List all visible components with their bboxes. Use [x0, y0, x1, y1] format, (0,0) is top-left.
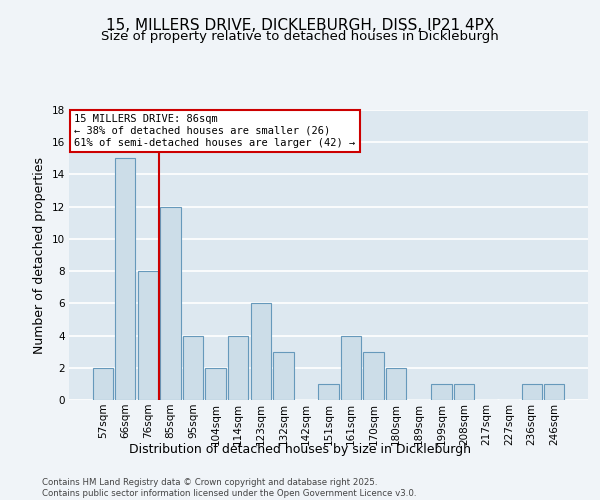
- Bar: [319, 384, 338, 400]
- Bar: [431, 384, 452, 400]
- Bar: [521, 384, 542, 400]
- Text: Contains HM Land Registry data © Crown copyright and database right 2025.
Contai: Contains HM Land Registry data © Crown c…: [42, 478, 416, 498]
- Bar: [138, 271, 158, 400]
- Bar: [115, 158, 136, 400]
- Bar: [454, 384, 474, 400]
- Bar: [183, 336, 203, 400]
- Bar: [273, 352, 293, 400]
- Bar: [364, 352, 384, 400]
- Y-axis label: Number of detached properties: Number of detached properties: [33, 156, 46, 354]
- Bar: [205, 368, 226, 400]
- Text: Size of property relative to detached houses in Dickleburgh: Size of property relative to detached ho…: [101, 30, 499, 43]
- Bar: [544, 384, 565, 400]
- Bar: [386, 368, 406, 400]
- Bar: [160, 206, 181, 400]
- Text: Distribution of detached houses by size in Dickleburgh: Distribution of detached houses by size …: [129, 442, 471, 456]
- Bar: [341, 336, 361, 400]
- Bar: [228, 336, 248, 400]
- Bar: [92, 368, 113, 400]
- Text: 15, MILLERS DRIVE, DICKLEBURGH, DISS, IP21 4PX: 15, MILLERS DRIVE, DICKLEBURGH, DISS, IP…: [106, 18, 494, 32]
- Bar: [251, 304, 271, 400]
- Text: 15 MILLERS DRIVE: 86sqm
← 38% of detached houses are smaller (26)
61% of semi-de: 15 MILLERS DRIVE: 86sqm ← 38% of detache…: [74, 114, 355, 148]
